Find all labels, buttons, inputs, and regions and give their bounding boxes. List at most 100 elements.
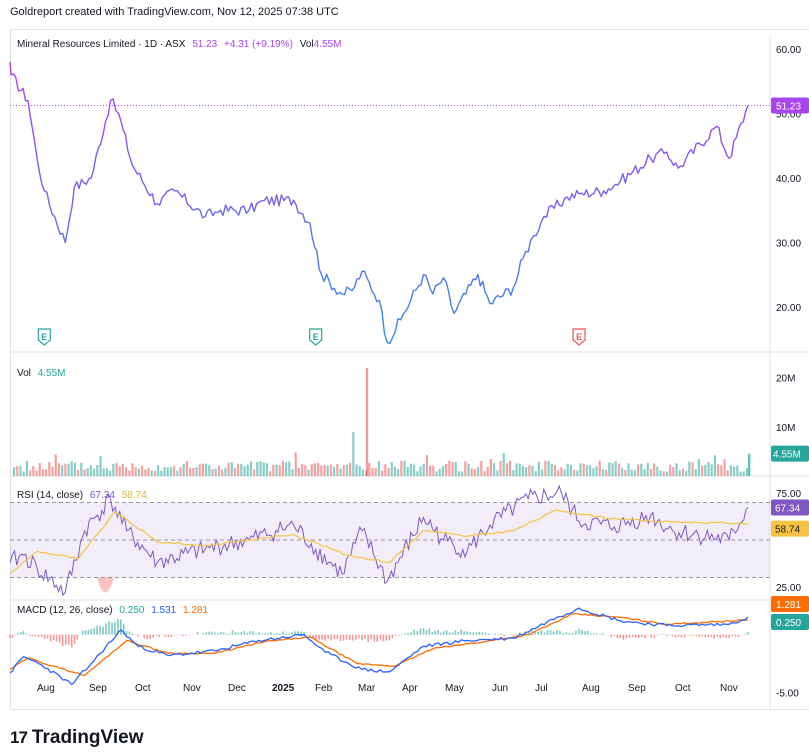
macd-histogram-bar [73,634,76,645]
time-axis-label: Apr [402,683,418,694]
rsi-line[interactable] [9,484,749,597]
price-axis-tick: 40.00 [776,174,801,185]
volume-bar [198,464,201,476]
volume-bar [649,468,652,476]
macd-histogram-bar [339,634,342,641]
macd-histogram-bar [665,634,668,636]
volume-bar [502,453,505,476]
macd-histogram-bar [625,634,628,639]
macd-histogram-bar [410,632,412,635]
volume-bar [448,460,451,476]
volume-bar [374,467,377,476]
volume-bar [285,462,288,476]
macd-histogram-bar [102,626,104,635]
volume-bar [86,468,89,476]
macd-histogram-bar [249,631,251,635]
volume-bar [701,465,704,476]
rsi-ma-line[interactable] [9,509,749,575]
volume-bar [25,460,28,476]
macd-histogram-bar [70,634,73,648]
macd-histogram-bar [196,632,199,635]
volume-bar [432,465,435,476]
macd-histogram-bar [96,625,98,635]
macd-histogram-bar [146,634,148,639]
macd-histogram-bar [358,634,360,639]
volume-bar [368,462,371,476]
volume-bar [537,461,540,476]
time-axis-label: Oct [135,683,151,694]
volume-bar [403,460,406,476]
macd-histogram-bar [205,632,207,635]
volume-bar [441,466,444,476]
macd-histogram-bar [631,634,634,638]
volume-bar [70,461,73,476]
volume-bar [451,462,454,476]
rsi-ma-badge [771,520,809,537]
tradingview-logo[interactable]: 17 TradingView [10,727,144,749]
volume-bar [89,465,92,476]
volume-bar [176,470,179,476]
earnings-marker[interactable] [37,328,51,346]
macd-histogram-bar [264,633,266,635]
macd-histogram-bar [722,634,724,637]
volume-bar [105,468,108,476]
volume-bar [205,463,208,476]
macd-histogram-bar [120,619,122,635]
macd-histogram-bar [578,628,580,635]
price-line[interactable] [9,61,749,345]
macd-line[interactable] [9,607,749,686]
macd-histogram-bar [512,634,515,636]
volume-bar [77,470,80,476]
volume-bar [109,470,112,476]
volume-bar [617,463,620,476]
macd-histogram-bar [52,634,55,640]
macd-histogram-bar [84,630,87,635]
macd-histogram-bar [487,633,490,635]
macd-histogram-bar [170,634,173,637]
legend-vol-value: 4.55M [313,39,342,50]
volume-bar [182,463,185,476]
macd-histogram-bar [143,634,145,639]
volume-bar [473,469,476,476]
macd-histogram-bar [379,634,382,640]
macd-signal-line[interactable] [9,612,749,676]
volume-bar [61,465,64,476]
macd-histogram-bar [540,630,543,635]
volume-bar [425,455,428,476]
macd-histogram-bar [728,634,730,638]
volume-bar [470,468,473,476]
volume-bar [342,465,345,476]
macd-histogram-bar [747,631,749,635]
volume-bar [739,471,742,476]
macd-histogram-bar [385,634,388,641]
volume-bar [563,469,566,476]
volume-bar [384,464,387,476]
volume-bar [550,463,553,476]
volume-bar [93,468,96,476]
macd-histogram-bar [182,634,184,637]
macd-histogram-bar [401,634,403,635]
volume-bar [230,462,233,476]
macd-histogram-bar [454,630,457,635]
macd-histogram-bar [330,634,332,641]
volume-bar [598,460,601,476]
earnings-marker[interactable] [309,328,323,346]
macd-hist-badge [771,614,809,630]
volume-bar [512,469,515,476]
macd-histogram-bar [518,632,521,635]
macd-histogram-bar [503,634,505,637]
volume-bar [733,466,736,476]
rsi-oversold-fill [97,577,114,593]
rsi-ma-value: 58.74 [121,490,147,501]
volume-bar [22,471,25,476]
volume-bar [560,467,563,476]
volume-bar [73,462,76,476]
volume-bar [454,462,457,476]
volume-bar [51,466,54,476]
chart-header-title: Goldreport created with TradingView.com,… [10,6,339,18]
volume-bar [608,462,611,476]
earnings-marker[interactable] [572,328,586,346]
volume-bar [614,461,617,476]
volume-bar [16,465,19,476]
